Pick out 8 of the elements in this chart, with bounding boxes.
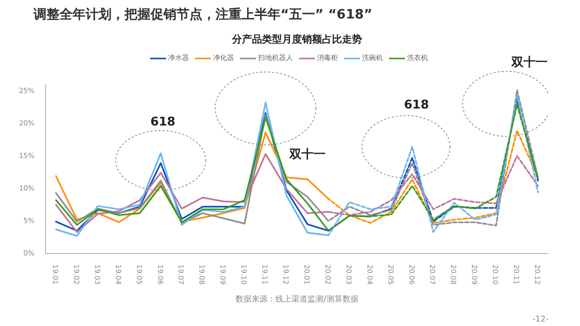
source-note: 数据来源：线上渠道监测/测算数据 [236, 294, 358, 304]
annotation: 双十一 [288, 146, 326, 161]
text: 双十一 [510, 55, 548, 70]
annotation: 618 [150, 114, 176, 128]
text: -12- [532, 314, 549, 324]
chart-title: 调整全年计划，把握促销节点，注重上半年“五一” “618” [32, 6, 372, 22]
chart-subtitle: 分产品类型月度销额占比走势 [231, 34, 362, 46]
annotation: 618 [404, 97, 429, 112]
